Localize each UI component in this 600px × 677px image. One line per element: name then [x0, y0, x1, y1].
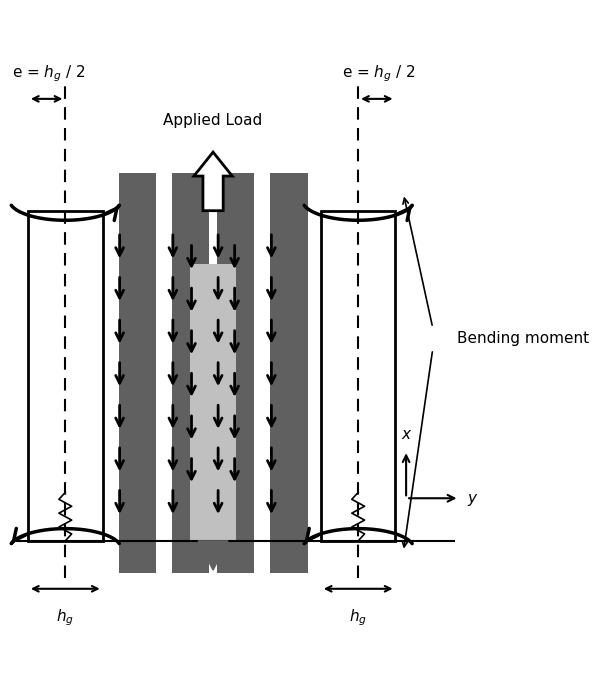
Text: y: y: [467, 491, 476, 506]
Bar: [217, 173, 254, 573]
Polygon shape: [198, 541, 228, 570]
Bar: [321, 211, 395, 541]
Bar: [119, 173, 156, 573]
Bar: [28, 211, 103, 541]
Bar: [190, 264, 236, 541]
Bar: [172, 173, 209, 573]
Text: x: x: [401, 427, 410, 442]
Bar: [271, 173, 308, 573]
Text: $h_g$: $h_g$: [349, 607, 367, 628]
Text: e = $h_{g}$ / 2: e = $h_{g}$ / 2: [12, 64, 86, 84]
FancyArrow shape: [194, 152, 232, 211]
Text: $h_g$: $h_g$: [56, 607, 74, 628]
Text: Applied Load: Applied Load: [163, 113, 263, 128]
Text: e = $h_{g}$ / 2: e = $h_{g}$ / 2: [342, 64, 416, 84]
Text: Bending moment: Bending moment: [457, 331, 589, 346]
